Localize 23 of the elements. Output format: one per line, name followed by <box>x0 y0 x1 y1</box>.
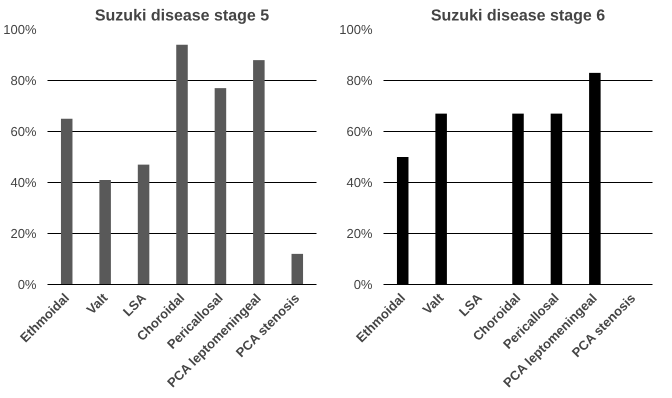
chart-title: Suzuki disease stage 5 <box>94 8 270 24</box>
chart-title: Suzuki disease stage 6 <box>430 8 606 24</box>
y-tick-label: 100% <box>339 22 373 37</box>
y-tick-label: 40% <box>10 175 37 190</box>
y-tick-label: 20% <box>346 226 373 241</box>
bar <box>214 88 226 284</box>
y-tick-label: 0% <box>18 277 37 292</box>
y-tick-label: 60% <box>10 124 37 139</box>
y-tick-label: 40% <box>346 175 373 190</box>
bar <box>99 180 111 284</box>
x-tick-label: Valt <box>83 290 111 318</box>
y-tick-label: 0% <box>354 277 373 292</box>
y-tick-label: 20% <box>10 226 37 241</box>
bar <box>60 118 72 284</box>
bar <box>292 254 304 284</box>
y-tick-label: 60% <box>346 124 373 139</box>
x-tick-label: Valt <box>419 290 447 318</box>
y-tick-label: 80% <box>346 73 373 88</box>
y-tick-label: 80% <box>10 73 37 88</box>
bar <box>253 60 265 284</box>
bar <box>176 44 188 284</box>
bar <box>138 164 150 284</box>
y-tick-label: 100% <box>3 22 37 37</box>
